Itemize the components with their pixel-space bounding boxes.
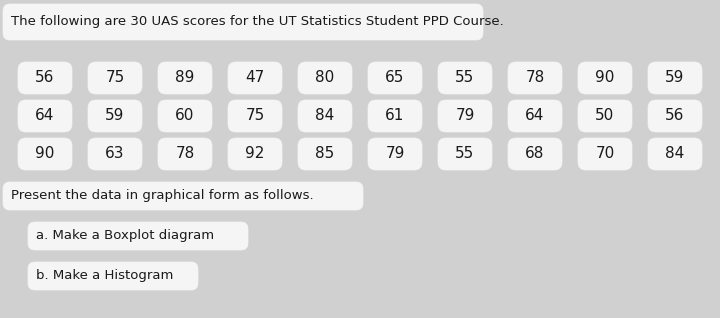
Text: 56: 56 (35, 71, 55, 86)
FancyBboxPatch shape (648, 138, 702, 170)
FancyBboxPatch shape (298, 100, 352, 132)
Text: 79: 79 (455, 108, 474, 123)
Text: a. Make a Boxplot diagram: a. Make a Boxplot diagram (36, 230, 214, 243)
Text: 55: 55 (455, 71, 474, 86)
FancyBboxPatch shape (88, 62, 142, 94)
Text: 65: 65 (385, 71, 405, 86)
Text: 89: 89 (175, 71, 194, 86)
FancyBboxPatch shape (648, 100, 702, 132)
Text: 75: 75 (246, 108, 265, 123)
FancyBboxPatch shape (298, 138, 352, 170)
Text: 78: 78 (176, 147, 194, 162)
FancyBboxPatch shape (228, 138, 282, 170)
FancyBboxPatch shape (228, 62, 282, 94)
Text: 50: 50 (595, 108, 615, 123)
FancyBboxPatch shape (368, 62, 422, 94)
Text: 90: 90 (35, 147, 55, 162)
Text: 79: 79 (385, 147, 405, 162)
FancyBboxPatch shape (578, 138, 632, 170)
FancyBboxPatch shape (18, 100, 72, 132)
FancyBboxPatch shape (88, 138, 142, 170)
Text: 56: 56 (665, 108, 685, 123)
FancyBboxPatch shape (578, 62, 632, 94)
Text: 59: 59 (665, 71, 685, 86)
FancyBboxPatch shape (158, 100, 212, 132)
FancyBboxPatch shape (508, 62, 562, 94)
Text: 64: 64 (35, 108, 55, 123)
Text: 70: 70 (595, 147, 615, 162)
FancyBboxPatch shape (438, 138, 492, 170)
FancyBboxPatch shape (648, 62, 702, 94)
FancyBboxPatch shape (3, 182, 363, 210)
Text: The following are 30 UAS scores for the UT Statistics Student PPD Course.: The following are 30 UAS scores for the … (11, 16, 504, 29)
FancyBboxPatch shape (368, 138, 422, 170)
FancyBboxPatch shape (18, 62, 72, 94)
FancyBboxPatch shape (28, 222, 248, 250)
FancyBboxPatch shape (3, 4, 483, 40)
FancyBboxPatch shape (508, 138, 562, 170)
FancyBboxPatch shape (438, 100, 492, 132)
FancyBboxPatch shape (228, 100, 282, 132)
Text: 60: 60 (175, 108, 194, 123)
FancyBboxPatch shape (298, 62, 352, 94)
Text: 78: 78 (526, 71, 544, 86)
Text: 68: 68 (526, 147, 545, 162)
Text: 92: 92 (246, 147, 265, 162)
FancyBboxPatch shape (18, 138, 72, 170)
FancyBboxPatch shape (368, 100, 422, 132)
Text: 80: 80 (315, 71, 335, 86)
Text: 90: 90 (595, 71, 615, 86)
FancyBboxPatch shape (158, 62, 212, 94)
Text: b. Make a Histogram: b. Make a Histogram (36, 269, 174, 282)
FancyBboxPatch shape (508, 100, 562, 132)
Text: 84: 84 (315, 108, 335, 123)
Text: 63: 63 (105, 147, 125, 162)
Text: 64: 64 (526, 108, 545, 123)
Text: 61: 61 (385, 108, 405, 123)
Text: 84: 84 (665, 147, 685, 162)
Text: 59: 59 (105, 108, 125, 123)
FancyBboxPatch shape (438, 62, 492, 94)
Text: 47: 47 (246, 71, 265, 86)
Text: 75: 75 (105, 71, 125, 86)
FancyBboxPatch shape (28, 262, 198, 290)
FancyBboxPatch shape (158, 138, 212, 170)
Text: 55: 55 (455, 147, 474, 162)
Text: Present the data in graphical form as follows.: Present the data in graphical form as fo… (11, 190, 314, 203)
FancyBboxPatch shape (88, 100, 142, 132)
FancyBboxPatch shape (578, 100, 632, 132)
Text: 85: 85 (315, 147, 335, 162)
